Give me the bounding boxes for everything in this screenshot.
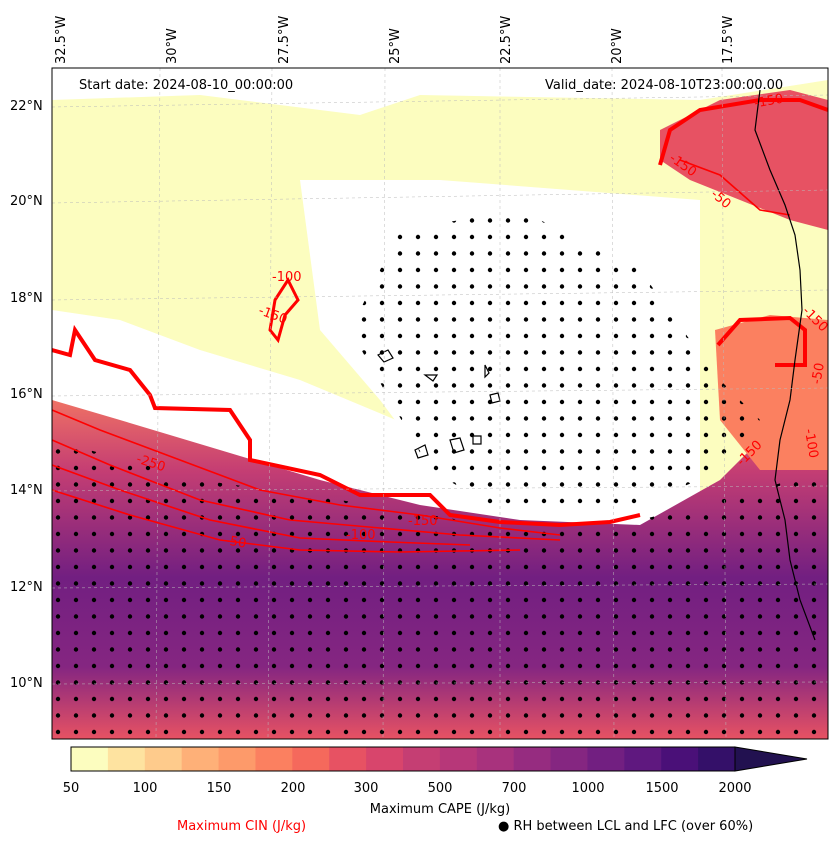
graticule [52, 68, 828, 739]
rh-stipple-central [350, 210, 760, 510]
lat-label: 10°N [10, 676, 43, 691]
colorbar-block [698, 747, 736, 771]
legend-rh-text: RH between LCL and LFC (over 60%) [513, 819, 754, 834]
lat-label: 12°N [10, 580, 43, 595]
valid-date-label: Valid_date: 2024-08-10T23:00:00.00 [545, 78, 784, 93]
lon-label: 27.5°W [277, 15, 292, 64]
colorbar-block [587, 747, 625, 771]
colorbar-block [366, 747, 404, 771]
lat-label: 18°N [10, 291, 43, 306]
cin-contour-e-thick [716, 315, 807, 367]
lon-label: 32.5°W [54, 15, 69, 64]
lon-label: 20°W [610, 28, 625, 64]
colorbar [70, 746, 808, 772]
colorbar-tick: 1000 [571, 781, 605, 796]
colorbar-block [403, 747, 441, 771]
colorbar-block [292, 747, 330, 771]
cin-label: -100 [346, 528, 376, 543]
cin-contour-ne-thick [658, 98, 828, 166]
colorbar-tick: 500 [427, 781, 453, 796]
colorbar-block [550, 747, 589, 771]
rh-stipple-south [52, 440, 828, 739]
lon-label: 17.5°W [721, 15, 736, 64]
cin-contour-250 [52, 409, 561, 536]
colorbar-block [144, 747, 183, 771]
colorbar-blocks [71, 747, 736, 771]
cin-label: -150 [408, 514, 438, 529]
colorbar-block [181, 747, 220, 771]
cin-contour-island [268, 276, 300, 344]
colorbar-block [624, 747, 662, 771]
colorbar-extend-arrow [734, 746, 808, 772]
map-frame [51, 67, 829, 740]
cape-northeast-region [660, 90, 828, 230]
cin-contours [52, 98, 828, 553]
colorbar-block [661, 747, 699, 771]
african-coastline [754, 89, 816, 641]
colorbar-block [71, 747, 109, 771]
cin-label: -100 [272, 270, 302, 285]
map-field [52, 68, 828, 739]
cin-contour-50 [52, 489, 521, 553]
colorbar-tick: 2000 [718, 781, 752, 796]
cin-contour-thick [52, 324, 641, 528]
lon-label: 30°W [165, 28, 180, 64]
lat-label: 14°N [10, 483, 43, 498]
cin-contour-100 [52, 464, 471, 546]
colorbar-block [439, 747, 478, 771]
lat-label: 16°N [10, 387, 43, 402]
colorbar-frame [70, 746, 736, 772]
colorbar-tick: 1500 [645, 781, 679, 796]
stipple-marker-icon: ● [498, 819, 510, 834]
legend-rh-label: ● RH between LCL and LFC (over 60%) [498, 819, 753, 834]
colorbar-block [329, 747, 367, 771]
colorbar-tick: 700 [501, 781, 527, 796]
legend-cin-text: Maximum CIN (J/kg) [177, 819, 307, 834]
legend-cin-label: Maximum CIN (J/kg) [177, 819, 306, 834]
colorbar-block [218, 747, 257, 771]
colorbar-block [513, 747, 552, 771]
colorbar-tick: 150 [206, 781, 232, 796]
lat-label: 22°N [10, 99, 43, 114]
colorbar-tick: 50 [62, 781, 80, 796]
colorbar-tick: 100 [132, 781, 158, 796]
lon-label: 25°W [388, 28, 403, 64]
colorbar-title: Maximum CAPE (J/kg) [369, 802, 511, 817]
lat-label: 20°N [10, 194, 43, 209]
cin-contour-ne [679, 159, 791, 216]
start-date-label: Start date: 2024-08-10_00:00:00 [79, 78, 294, 93]
lon-label: 22.5°W [499, 15, 514, 64]
colorbar-tick: 200 [280, 781, 306, 796]
colorbar-block [476, 747, 515, 771]
colorbar-tick: 300 [353, 781, 379, 796]
colorbar-block [107, 747, 146, 771]
cin-contour-150 [52, 439, 561, 541]
colorbar-block [255, 747, 293, 771]
